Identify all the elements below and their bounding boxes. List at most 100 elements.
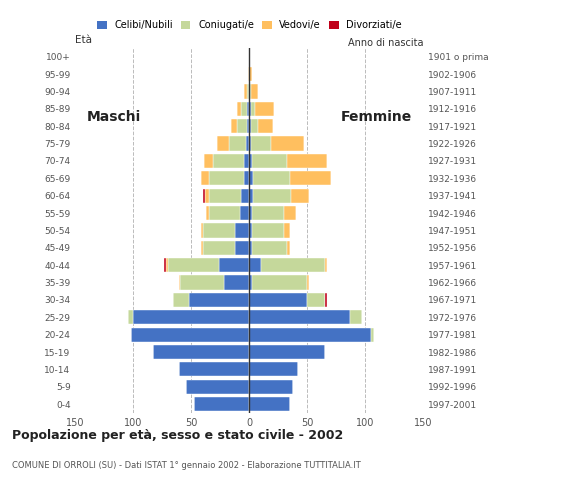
Bar xyxy=(249,136,251,151)
Bar xyxy=(237,102,241,116)
Bar xyxy=(249,397,290,411)
Bar xyxy=(284,223,290,238)
Bar xyxy=(249,240,252,255)
Bar xyxy=(253,189,291,203)
Bar xyxy=(241,102,247,116)
Bar xyxy=(237,119,247,133)
Bar xyxy=(153,345,249,359)
Bar xyxy=(235,223,249,238)
Bar xyxy=(213,154,244,168)
Bar xyxy=(307,276,309,289)
Bar xyxy=(261,258,325,272)
Bar xyxy=(252,223,284,238)
Bar xyxy=(244,84,247,98)
Bar xyxy=(209,206,240,220)
Bar xyxy=(249,276,252,289)
Bar xyxy=(179,276,180,289)
Bar xyxy=(201,223,203,238)
Text: Anno di nascita: Anno di nascita xyxy=(348,38,423,48)
Text: COMUNE DI ORROLI (SU) - Dati ISTAT 1° gennaio 2002 - Elaborazione TUTTITALIA.IT: COMUNE DI ORROLI (SU) - Dati ISTAT 1° ge… xyxy=(12,461,360,470)
Bar xyxy=(209,171,244,185)
Bar xyxy=(235,240,249,255)
Bar xyxy=(252,240,287,255)
Text: Popolazione per età, sesso e stato civile - 2002: Popolazione per età, sesso e stato civil… xyxy=(12,429,343,442)
Bar xyxy=(248,67,249,81)
Bar xyxy=(251,102,255,116)
Bar xyxy=(180,276,224,289)
Bar xyxy=(284,206,296,220)
Bar xyxy=(325,258,327,272)
Bar xyxy=(291,189,309,203)
Bar xyxy=(253,171,290,185)
Bar xyxy=(249,293,307,307)
Bar xyxy=(201,171,209,185)
Bar xyxy=(241,189,249,203)
Bar xyxy=(231,119,237,133)
Bar xyxy=(249,171,253,185)
Bar xyxy=(249,310,350,324)
Bar xyxy=(179,362,249,376)
Bar xyxy=(249,84,251,98)
Bar xyxy=(252,154,287,168)
Bar xyxy=(189,293,249,307)
Bar xyxy=(251,136,271,151)
Bar xyxy=(204,154,213,168)
Bar xyxy=(249,345,325,359)
Bar xyxy=(249,189,253,203)
Bar xyxy=(244,154,249,168)
Bar xyxy=(249,380,293,394)
Bar xyxy=(249,223,252,238)
Bar xyxy=(244,171,249,185)
Bar xyxy=(249,154,252,168)
Bar xyxy=(252,206,284,220)
Bar xyxy=(251,84,258,98)
Bar xyxy=(249,119,251,133)
Bar xyxy=(229,136,246,151)
Bar xyxy=(186,380,249,394)
Bar xyxy=(224,276,249,289)
Text: Maschi: Maschi xyxy=(87,110,142,124)
Bar xyxy=(290,171,331,185)
Bar xyxy=(249,258,261,272)
Text: Femmine: Femmine xyxy=(340,110,412,124)
Bar xyxy=(350,310,362,324)
Bar xyxy=(173,293,189,307)
Bar xyxy=(201,240,203,255)
Bar xyxy=(128,310,133,324)
Bar xyxy=(205,189,209,203)
Bar xyxy=(249,67,252,81)
Bar xyxy=(166,258,168,272)
Bar xyxy=(247,102,249,116)
Bar xyxy=(258,119,273,133)
Bar xyxy=(307,293,325,307)
Bar xyxy=(247,84,249,98)
Bar xyxy=(219,258,249,272)
Bar xyxy=(164,258,166,272)
Text: Età: Età xyxy=(75,35,92,45)
Bar xyxy=(217,136,229,151)
Bar xyxy=(249,206,252,220)
Bar xyxy=(203,223,235,238)
Bar xyxy=(249,362,298,376)
Bar xyxy=(271,136,304,151)
Bar xyxy=(287,154,327,168)
Legend: Celibi/Nubili, Coniugati/e, Vedovi/e, Divorziati/e: Celibi/Nubili, Coniugati/e, Vedovi/e, Di… xyxy=(93,16,406,34)
Bar xyxy=(209,189,241,203)
Bar xyxy=(240,206,249,220)
Bar xyxy=(206,206,209,220)
Bar xyxy=(251,119,258,133)
Bar xyxy=(194,397,249,411)
Bar xyxy=(249,327,371,342)
Bar xyxy=(255,102,274,116)
Bar xyxy=(287,240,290,255)
Bar xyxy=(203,240,235,255)
Bar xyxy=(247,119,249,133)
Bar xyxy=(203,189,205,203)
Bar xyxy=(168,258,219,272)
Bar xyxy=(371,327,374,342)
Bar xyxy=(133,310,249,324)
Bar xyxy=(252,276,307,289)
Bar xyxy=(325,293,327,307)
Bar xyxy=(131,327,249,342)
Bar xyxy=(246,136,249,151)
